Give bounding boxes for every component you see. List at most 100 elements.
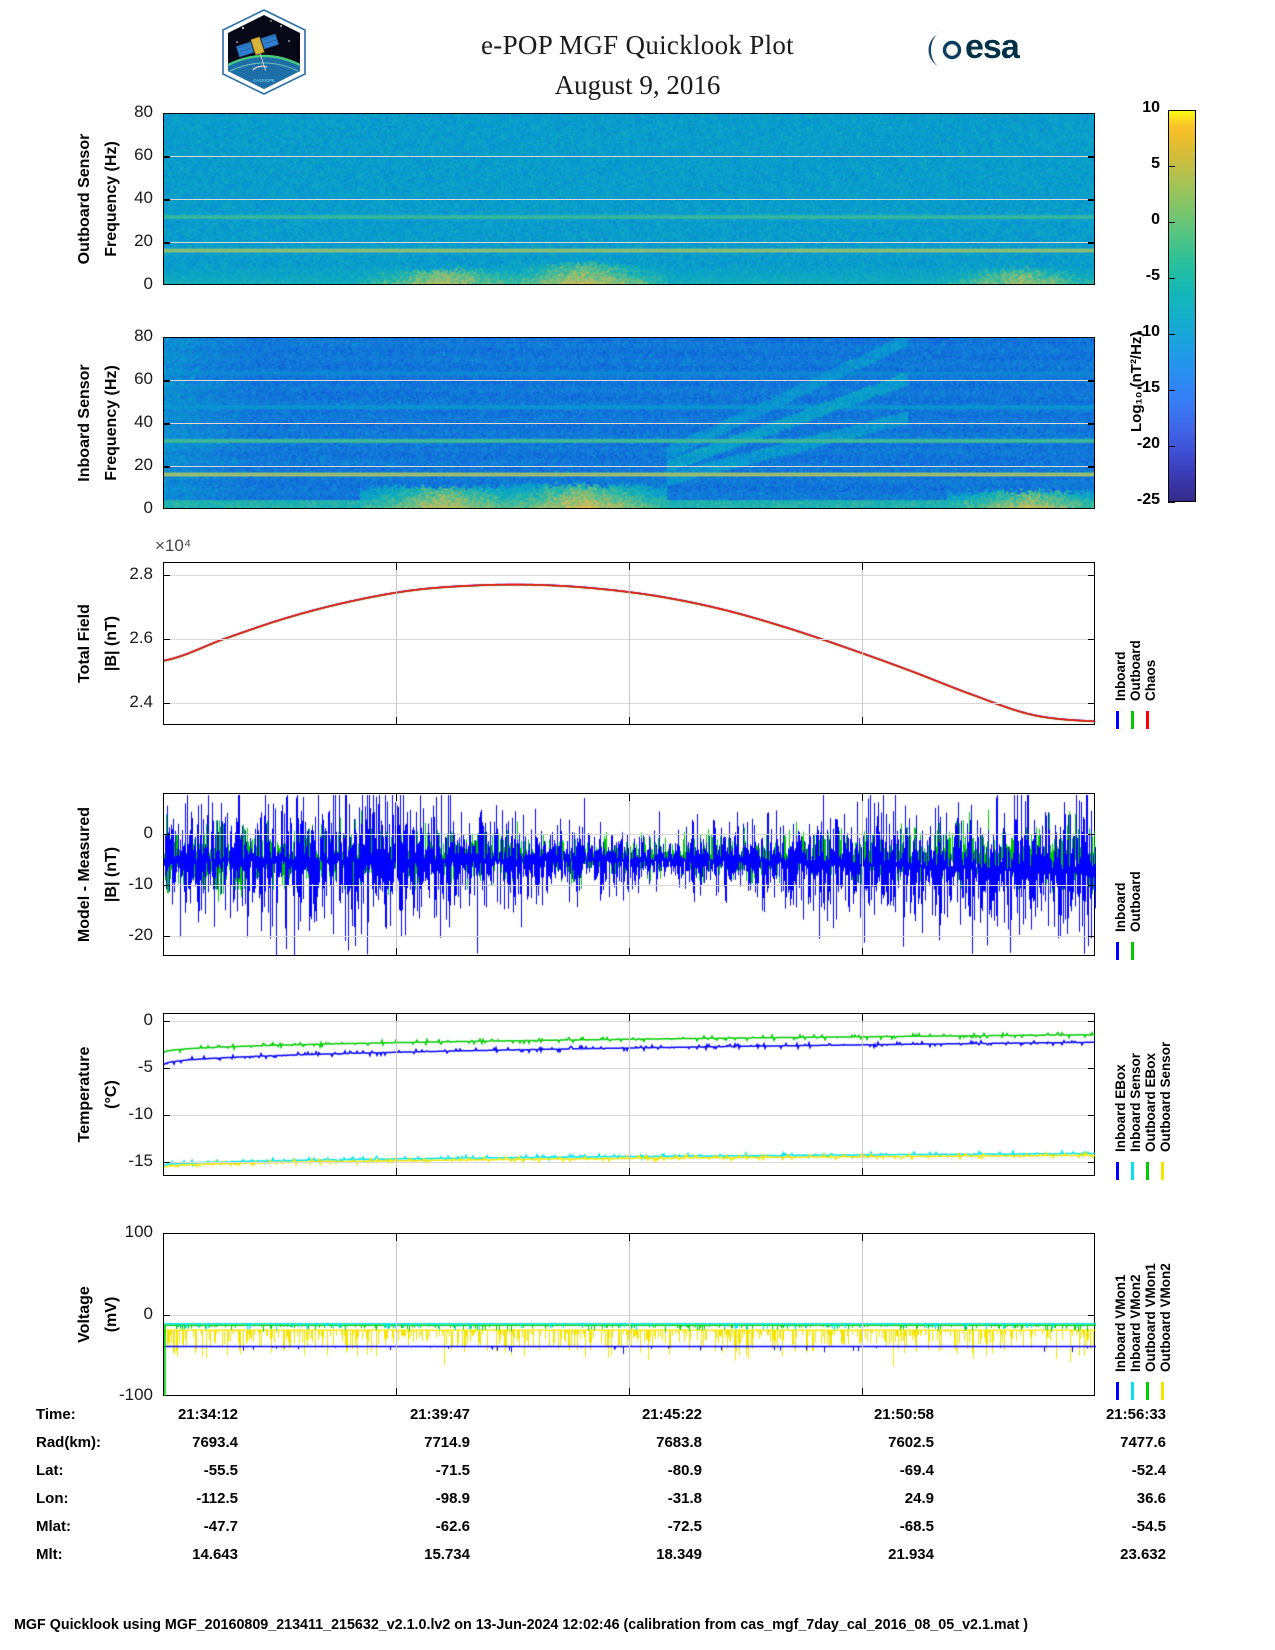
y-tick-label: 0 [143,1009,153,1029]
y-tick-mark [163,702,170,705]
legend-color-swatch [1131,1162,1134,1180]
legend-color-swatch [1116,711,1119,729]
horizontal-gridline [163,156,1095,157]
x-tick-mark [629,1233,631,1241]
cassiope-logo-icon: CASSIOPE [222,9,306,95]
vertical-gridline [396,793,397,956]
x-tick-mark [862,1168,864,1176]
y-tick-mark [163,242,170,244]
y-tick-mark [1088,242,1095,244]
table-cell: -54.5 [1131,1518,1166,1535]
y-tick-label: 2.6 [129,627,153,647]
table-cell: 7693.4 [192,1434,238,1451]
horizontal-gridline [163,380,1095,381]
legend-label: Inboard VMon2 [1128,1274,1143,1373]
y-tick-mark [163,1161,170,1164]
table-cell: 23.632 [1120,1546,1166,1563]
table-row-label: Time: [36,1406,76,1423]
table-cell: -52.4 [1131,1462,1166,1479]
legend-label: Outboard Sensor [1158,1041,1173,1152]
y-tick-label: -15 [128,1150,153,1170]
legend-label: Inboard [1113,651,1128,702]
legend-label: Outboard EBox [1143,1052,1158,1152]
colorbar-tick-label: -10 [1136,323,1160,340]
y-tick-mark [163,380,170,382]
table-cell: -55.5 [203,1462,238,1479]
y-tick-mark [163,574,170,577]
x-tick-mark [629,1388,631,1396]
vertical-gridline [862,1013,863,1176]
x-tick-mark [862,562,864,570]
y-tick-label: 0 [143,274,153,293]
table-cell: -72.5 [667,1518,702,1535]
colorbar-tick-mark [1168,278,1175,280]
x-tick-mark [396,793,398,801]
y-tick-mark [1088,884,1095,887]
table-row-label: Rad(km): [36,1434,102,1451]
table-cell: -80.9 [667,1462,702,1479]
x-tick-mark [396,562,398,570]
y-tick-label: 40 [134,188,153,207]
table-cell: 15.734 [424,1546,470,1563]
y-tick-label: 0 [143,822,153,842]
colorbar [1168,110,1196,502]
y-tick-label: 2.4 [129,691,153,711]
y-tick-label: 80 [134,326,153,345]
x-tick-mark [629,793,631,801]
y-tick-mark [1088,199,1095,201]
colorbar-tick-label: 5 [1151,155,1160,172]
page-title: e-POP MGF Quicklook Plot [481,30,794,60]
y-tick-label: 100 [124,1222,153,1241]
colorbar-tick-mark [1168,446,1175,448]
legend-label: Chaos [1143,659,1158,701]
y-tick-label: -5 [137,1056,153,1076]
y-tick-mark [163,1020,170,1023]
table-cell: 18.349 [656,1546,702,1563]
x-tick-mark [862,717,864,725]
table-row-label: Mlt: [36,1546,63,1563]
y-tick-mark [1088,638,1095,641]
y-tick-mark [163,1114,170,1117]
y-tick-label: 20 [134,231,153,250]
y-tick-mark [1088,466,1095,468]
vertical-gridline [629,793,630,956]
horizontal-gridline [163,242,1095,243]
y-tick-mark [163,1314,170,1317]
x-tick-mark [862,793,864,801]
legend-label: Outboard [1128,871,1143,932]
x-tick-mark [629,1013,631,1021]
y-tick-mark [163,1067,170,1070]
y-tick-mark [163,156,170,158]
y-tick-label: 20 [134,455,153,474]
y-tick-mark [1088,935,1095,938]
y-tick-label: -20 [128,924,153,944]
x-tick-mark [862,1233,864,1241]
svg-text:CASSIOPE: CASSIOPE [253,78,275,83]
table-cell: 7683.8 [656,1434,702,1451]
table-cell: -31.8 [667,1490,702,1507]
colorbar-tick-mark [1168,222,1175,224]
legend-color-swatch [1146,711,1149,729]
legend-label: Inboard VMon1 [1113,1274,1128,1373]
esa-swirl-icon [925,30,962,70]
y-tick-label: 2.8 [129,563,153,583]
y-tick-mark [1088,423,1095,425]
y-tick-mark [1088,380,1095,382]
colorbar-tick-mark [1168,390,1175,392]
y-tick-mark [1088,574,1095,577]
y-tick-label: 0 [143,498,153,517]
table-cell: 7602.5 [888,1434,934,1451]
esa-wordmark: esa [965,28,1020,66]
colorbar-tick-label: 0 [1151,211,1160,228]
total-field-exponent: ×10⁴ [155,536,192,555]
horizontal-gridline [163,423,1095,424]
table-row-label: Lat: [36,1462,64,1479]
table-cell: 7714.9 [424,1434,470,1451]
y-tick-label: 60 [134,145,153,164]
x-tick-mark [396,1388,398,1396]
y-tick-label: 80 [134,102,153,121]
legend-label: Inboard Sensor [1128,1052,1143,1152]
y-tick-mark [163,935,170,938]
y-tick-label: 40 [134,412,153,431]
horizontal-gridline [163,466,1095,467]
